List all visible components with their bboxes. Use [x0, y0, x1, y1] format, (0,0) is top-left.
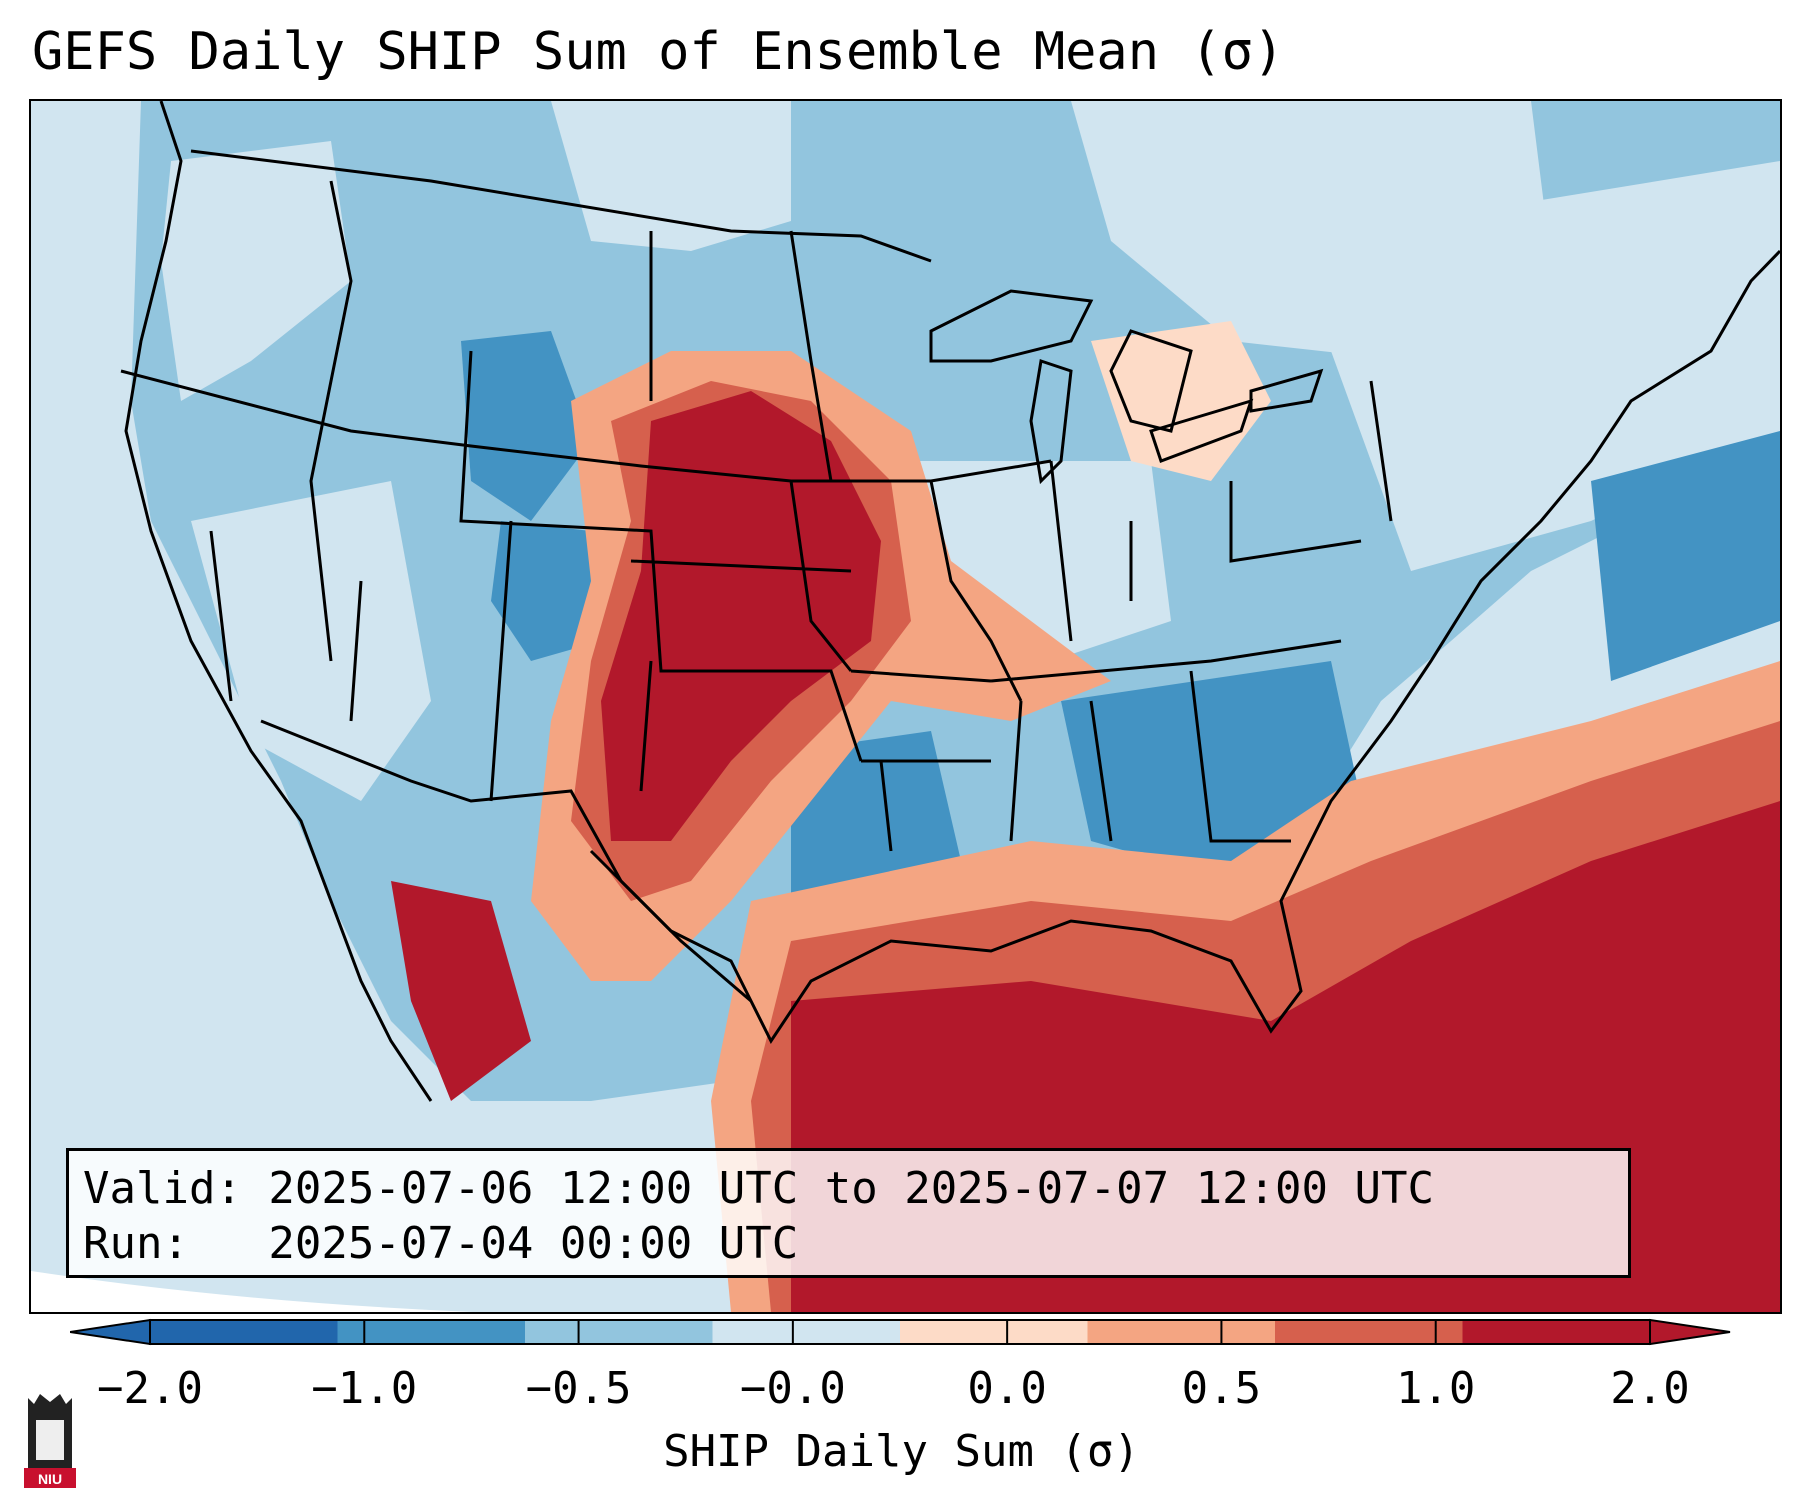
colorbar-segment — [150, 1320, 338, 1344]
colorbar-frame — [149, 1319, 1651, 1345]
colorbar-segment — [1275, 1320, 1463, 1344]
colorbar-tick-label: −0.5 — [525, 1363, 632, 1414]
colorbar-segment — [1462, 1320, 1651, 1344]
valid-run-info-box: Valid: 2025-07-06 12:00 UTC to 2025-07-0… — [66, 1148, 1631, 1278]
lake-ontario — [1249, 368, 1324, 413]
coastline — [124, 101, 1780, 1102]
colorbar-extend-high — [1649, 1318, 1731, 1346]
shade-patch-atlantic-east — [1591, 431, 1780, 681]
state-lines — [120, 180, 1393, 852]
shade-warm-mexico — [391, 881, 531, 1101]
map-panel — [29, 99, 1782, 1314]
niu-logo: NIU — [24, 1394, 76, 1488]
map-title: GEFS Daily SHIP Sum of Ensemble Mean (σ) — [32, 22, 1285, 82]
colorbar-tick-label: −2.0 — [97, 1363, 203, 1414]
shade-patch-colorado — [491, 521, 601, 661]
colorbar-extend-low — [70, 1318, 151, 1346]
lake-huron — [1109, 329, 1193, 433]
colorbar-label: SHIP Daily Sum (σ) — [663, 1426, 1140, 1477]
lake-erie — [1149, 398, 1254, 463]
colorbar-segment — [1087, 1320, 1276, 1344]
run-time-text: Run: 2025-07-04 00:00 UTC — [83, 1218, 799, 1269]
lake-superior — [929, 289, 1094, 363]
niu-logo-text: NIU — [38, 1471, 62, 1487]
colorbar-segment — [900, 1320, 1088, 1344]
shade-patch-canada — [551, 101, 791, 251]
colorbar-tick-label: 0.5 — [1181, 1363, 1262, 1414]
valid-time-text: Valid: 2025-07-06 12:00 UTC to 2025-07-0… — [83, 1163, 1435, 1214]
colorbar-tick-label: −1.0 — [311, 1363, 418, 1414]
shade-patch-pnw — [161, 141, 351, 401]
projection-edge — [31, 1271, 931, 1312]
niu-logo-banner — [24, 1468, 76, 1488]
colorbar-tick-label: 2.0 — [1610, 1363, 1690, 1414]
colorbar-segments — [149, 1320, 1651, 1344]
shade-patch-southwest — [191, 481, 431, 801]
colorbar-segment — [712, 1320, 901, 1344]
shade-warm-plume-core — [601, 391, 881, 841]
border-mexico — [260, 719, 752, 1003]
shade-patch-wyoming — [461, 331, 591, 521]
colorbar-tick-label: 0.0 — [967, 1363, 1047, 1414]
niu-logo-window — [36, 1420, 64, 1460]
colorbar-segment — [337, 1320, 526, 1344]
colorbar-segment — [525, 1320, 713, 1344]
boundaries-layer — [120, 101, 1780, 1102]
colorbar-tick-label: 1.0 — [1395, 1363, 1476, 1414]
border-canada — [190, 149, 932, 263]
colorbar — [70, 1318, 1731, 1346]
shade-warm-greatlakes — [1091, 321, 1271, 481]
colorbar-tick-label: −0.0 — [739, 1363, 846, 1414]
